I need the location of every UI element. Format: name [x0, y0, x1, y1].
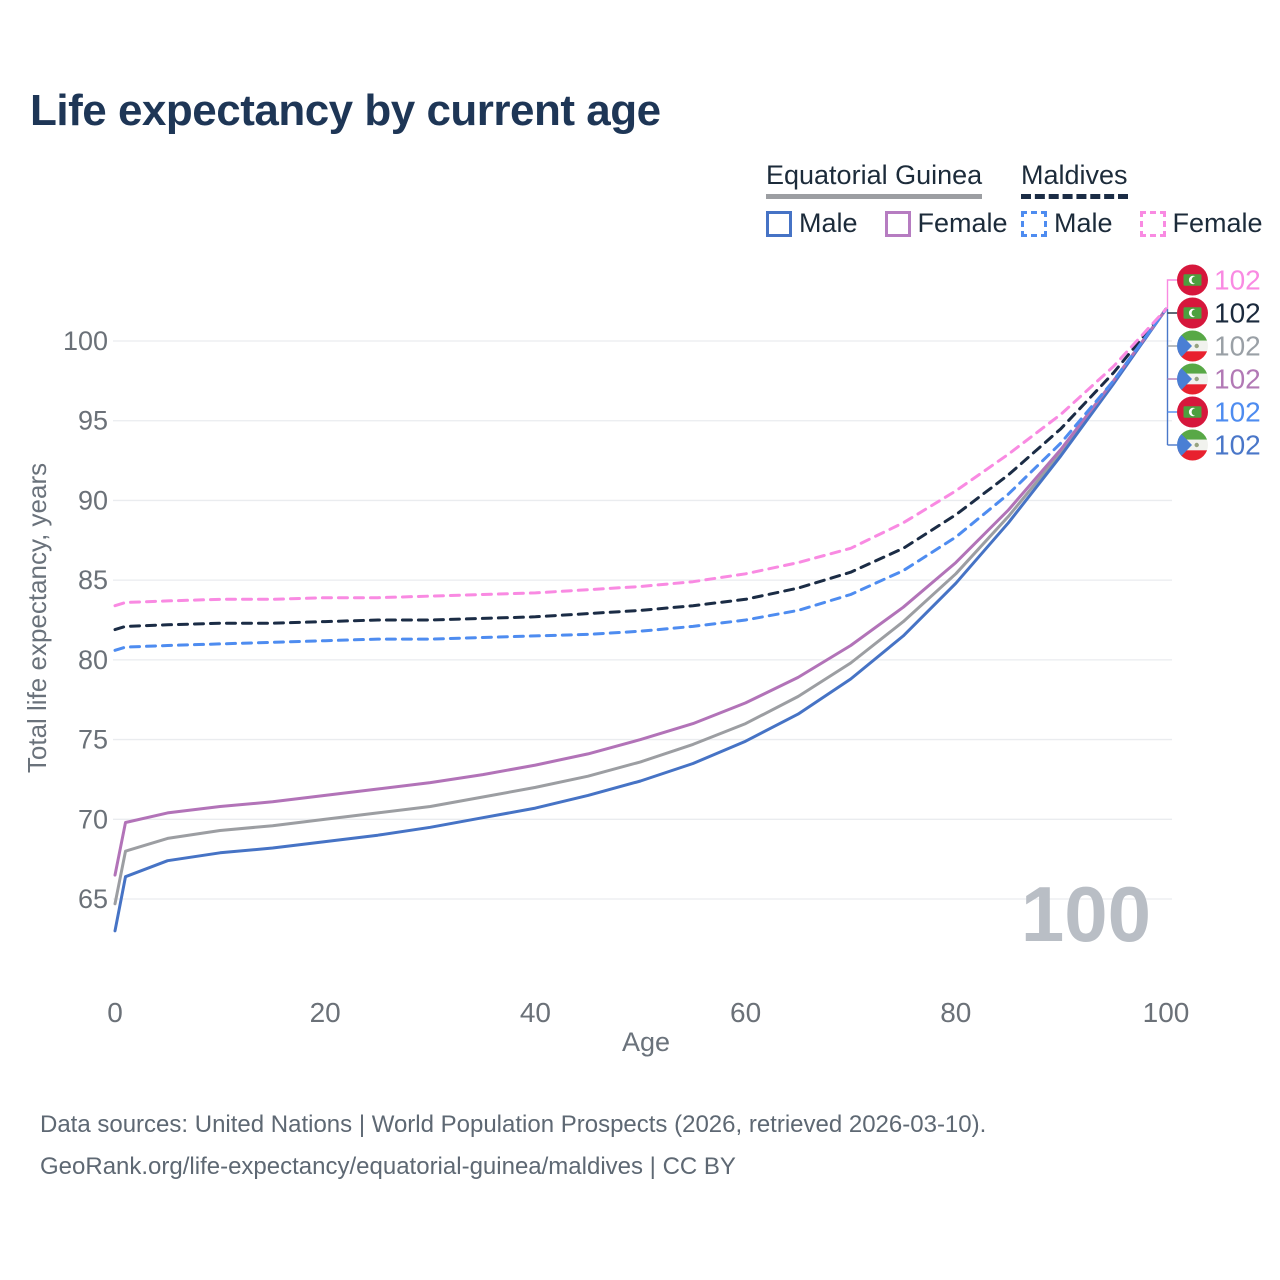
maldives-flag-icon [1177, 396, 1209, 428]
series-line-eq-guinea-male [113, 307, 1168, 933]
y-tick-label: 90 [78, 485, 108, 515]
end-value-maldives-total: 102 [1214, 298, 1261, 329]
y-tick-label: 85 [78, 565, 108, 595]
legend-item-eg-male[interactable]: Male [766, 208, 858, 239]
y-tick-label: 80 [78, 645, 108, 675]
series-line-maldives-male [113, 307, 1168, 652]
x-tick-label: 0 [107, 997, 123, 1028]
legend-label: Male [1054, 208, 1113, 239]
maldives-flag-icon [1177, 264, 1209, 296]
eq-guinea-flag-icon [1177, 330, 1209, 362]
x-tick-label: 60 [730, 997, 761, 1028]
x-axis-title: Age [622, 1027, 670, 1057]
legend-item-mv-female[interactable]: Female [1139, 208, 1263, 239]
series-line-maldives-female [113, 307, 1168, 608]
data-sources-line: Data sources: United Nations | World Pop… [40, 1111, 987, 1138]
end-value-eq-guinea-male: 102 [1214, 430, 1261, 461]
y-tick-label: 75 [78, 725, 108, 755]
x-tick-label: 100 [1143, 997, 1190, 1028]
end-value-maldives-male: 102 [1214, 397, 1261, 428]
legend-item-eg-female[interactable]: Female [884, 208, 1008, 239]
legend-label: Male [799, 208, 858, 239]
eq-guinea-flag-glyph [1177, 429, 1209, 461]
connector-line [1166, 279, 1177, 310]
footer: Data sources: United Nations | World Pop… [40, 1104, 986, 1188]
y-axis-title: Total life expectancy, years [22, 463, 52, 773]
eq-guinea-flag-glyph [1177, 330, 1209, 362]
eq-guinea-flag-icon [1177, 363, 1209, 395]
x-tick-label: 20 [310, 997, 341, 1028]
end-value-eq-guinea-female: 102 [1214, 364, 1261, 395]
y-axis-tick-labels: 65 70 75 80 85 90 95 100 [63, 326, 108, 914]
eq-guinea-flag-icon [1177, 429, 1209, 461]
legend-item-mv-male[interactable]: Male [1021, 208, 1113, 239]
age-counter-watermark: 100 [1021, 870, 1151, 958]
y-tick-label: 65 [78, 884, 108, 914]
legend-label: Female [1172, 208, 1263, 239]
y-tick-label: 100 [63, 326, 108, 356]
y-tick-label: 70 [78, 804, 108, 834]
legend-group-equatorial-guinea: Equatorial Guinea Male Female [766, 160, 1008, 239]
maldives-flag-icon [1177, 297, 1209, 329]
mv-male-swatch-icon [1021, 210, 1047, 237]
gridlines [113, 340, 1172, 900]
x-tick-label: 40 [520, 997, 551, 1028]
eg-female-swatch-icon [884, 210, 911, 237]
end-value-maldives-female: 102 [1214, 265, 1261, 296]
maldives-flag-glyph [1177, 396, 1209, 428]
attribution-line: GeoRank.org/life-expectancy/equatorial-g… [40, 1153, 736, 1180]
maldives-flag-glyph [1177, 264, 1209, 296]
series-line-maldives-total [113, 307, 1168, 632]
legend-header-maldives[interactable]: Maldives [1021, 160, 1128, 200]
eg-male-swatch-icon [766, 210, 792, 237]
mv-female-swatch-icon [1139, 210, 1166, 237]
page-title: Life expectancy by current age [30, 86, 661, 135]
legend-header-equatorial-guinea[interactable]: Equatorial Guinea [766, 160, 983, 200]
maldives-flag-glyph [1177, 297, 1209, 329]
y-tick-label: 95 [78, 406, 108, 436]
legend-label: Female [917, 208, 1008, 239]
series-line-eq-guinea-total [113, 307, 1168, 906]
series-line-eq-guinea-female [113, 307, 1168, 877]
x-axis-tick-labels: 0 20 40 60 80 100 [107, 997, 1189, 1028]
end-value-eq-guinea-total: 102 [1214, 331, 1261, 362]
x-tick-label: 80 [940, 997, 971, 1028]
eq-guinea-flag-glyph [1177, 363, 1209, 395]
series-lines [113, 307, 1168, 933]
legend-group-maldives: Maldives Male Female [1021, 160, 1263, 239]
